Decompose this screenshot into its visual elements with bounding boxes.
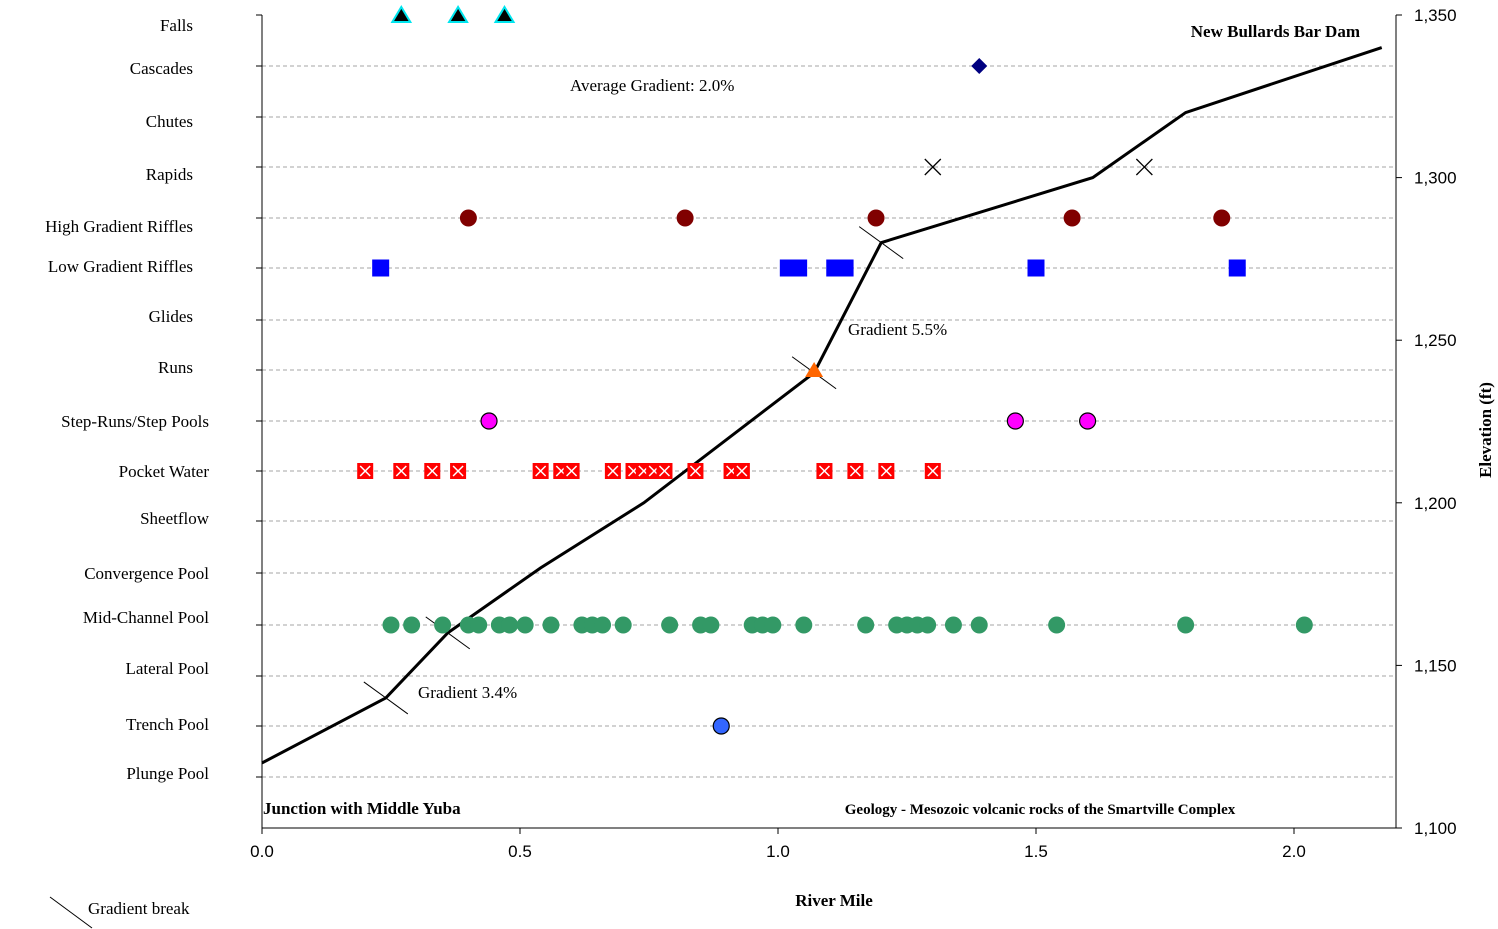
pocket-water-marker	[925, 463, 941, 479]
pocket-water-marker	[687, 463, 703, 479]
category-label-convergence-pool: Convergence Pool	[84, 564, 209, 583]
pocket-water-marker	[357, 463, 373, 479]
low-gradient-riffles-marker	[1229, 260, 1246, 277]
category-label-mid-channel-pool: Mid-Channel Pool	[83, 608, 209, 627]
pocket-water-marker	[847, 463, 863, 479]
mid-channel-pool-marker	[1296, 617, 1313, 634]
mid-channel-pool-marker	[615, 617, 632, 634]
category-label-high-gradient-riffles: High Gradient Riffles	[45, 217, 193, 236]
mid-channel-pool-marker	[919, 617, 936, 634]
pocket-water-marker	[424, 463, 440, 479]
mid-channel-pool-marker	[434, 617, 451, 634]
junction-annotation: Junction with Middle Yuba	[263, 799, 461, 818]
mid-channel-pool-marker	[470, 617, 487, 634]
category-label-low-gradient-riffles: Low Gradient Riffles	[48, 257, 193, 276]
low-gradient-riffles-marker	[790, 260, 807, 277]
high-gradient-riffles-marker	[460, 210, 477, 227]
y-tick-label: 1,150	[1414, 656, 1457, 675]
high-gradient-riffles-marker	[1213, 210, 1230, 227]
mid-channel-pool-marker	[857, 617, 874, 634]
mid-channel-pool-marker	[764, 617, 781, 634]
pocket-water-marker	[878, 463, 894, 479]
low-gradient-riffles-marker	[1028, 260, 1045, 277]
mid-channel-pool-marker	[945, 617, 962, 634]
pocket-water-marker	[393, 463, 409, 479]
category-label-step-runs-step-pools: Step-Runs/Step Pools	[61, 412, 209, 431]
mid-channel-pool-marker	[542, 617, 559, 634]
trench-pool-marker	[713, 718, 729, 734]
pocket-water-marker	[656, 463, 672, 479]
step-runs-step-pools-marker	[481, 413, 497, 429]
mid-channel-pool-marker	[501, 617, 518, 634]
x-tick-label: 0.0	[250, 842, 274, 861]
y-tick-label: 1,100	[1414, 819, 1457, 838]
category-label-chutes: Chutes	[146, 112, 193, 131]
mid-channel-pool-marker	[661, 617, 678, 634]
category-label-runs: Runs	[158, 358, 193, 377]
high-gradient-riffles-marker	[1064, 210, 1081, 227]
high-gradient-riffles-marker	[868, 210, 885, 227]
y-tick-label: 1,300	[1414, 169, 1457, 188]
pocket-water-marker	[816, 463, 832, 479]
step-runs-step-pools-marker	[1080, 413, 1096, 429]
mid-channel-pool-marker	[594, 617, 611, 634]
pocket-water-marker	[734, 463, 750, 479]
mid-channel-pool-marker	[383, 617, 400, 634]
gradient-upper-annotation: Gradient 5.5%	[848, 320, 947, 339]
mid-channel-pool-marker	[403, 617, 420, 634]
mid-channel-pool-marker	[702, 617, 719, 634]
x-tick-label: 1.0	[766, 842, 790, 861]
gradient-lower-annotation: Gradient 3.4%	[418, 683, 517, 702]
y-tick-label: 1,350	[1414, 6, 1457, 25]
y-tick-label: 1,200	[1414, 494, 1457, 513]
pocket-water-marker	[533, 463, 549, 479]
pocket-water-marker	[450, 463, 466, 479]
dam-annotation: New Bullards Bar Dam	[1191, 22, 1360, 41]
category-label-falls: Falls	[160, 16, 193, 35]
geology-annotation: Geology - Mesozoic volcanic rocks of the…	[845, 802, 1236, 818]
gradient-break-legend-label: Gradient break	[88, 899, 190, 918]
mid-channel-pool-marker	[517, 617, 534, 634]
category-label-plunge-pool: Plunge Pool	[126, 764, 209, 783]
pocket-water-marker	[564, 463, 580, 479]
category-label-lateral-pool: Lateral Pool	[125, 659, 209, 678]
x-tick-label: 0.5	[508, 842, 532, 861]
mid-channel-pool-marker	[971, 617, 988, 634]
mid-channel-pool-marker	[1048, 617, 1065, 634]
x-tick-label: 2.0	[1282, 842, 1306, 861]
category-label-trench-pool: Trench Pool	[126, 715, 209, 734]
x-axis-title: River Mile	[795, 891, 873, 910]
pocket-water-marker	[605, 463, 621, 479]
category-label-rapids: Rapids	[146, 165, 193, 184]
step-runs-step-pools-marker	[1007, 413, 1023, 429]
mid-channel-pool-marker	[795, 617, 812, 634]
y-tick-label: 1,250	[1414, 331, 1457, 350]
category-label-glides: Glides	[149, 307, 193, 326]
low-gradient-riffles-marker	[372, 260, 389, 277]
mid-channel-pool-marker	[1177, 617, 1194, 634]
category-label-cascades: Cascades	[130, 59, 193, 78]
category-label-sheetflow: Sheetflow	[140, 509, 210, 528]
high-gradient-riffles-marker	[677, 210, 694, 227]
average-gradient-annotation: Average Gradient: 2.0%	[570, 76, 734, 95]
x-tick-label: 1.5	[1024, 842, 1048, 861]
low-gradient-riffles-marker	[837, 260, 854, 277]
category-label-pocket-water: Pocket Water	[119, 462, 210, 481]
y-axis-title: Elevation (ft)	[1476, 382, 1495, 478]
